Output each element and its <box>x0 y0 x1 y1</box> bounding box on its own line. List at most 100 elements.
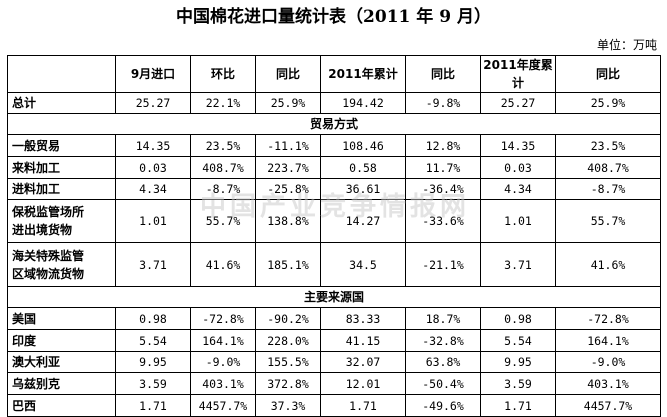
header-cell: 环比 <box>190 55 256 93</box>
value-cell: 14.27 <box>320 199 406 243</box>
value-cell: -11.1% <box>255 134 321 157</box>
value-cell: 32.07 <box>320 351 406 373</box>
table-row: 巴西 1.71 4457.7% 37.3% 1.71 -49.6% 1.71 4457.7% <box>7 394 661 417</box>
value-cell: 403.1% <box>190 372 256 395</box>
value-cell: 25.9% <box>255 92 321 114</box>
value-cell: 83.33 <box>320 307 406 330</box>
row-label: 海关特殊监管 区域物流货物 <box>7 242 116 287</box>
value-cell: 14.35 <box>480 134 556 157</box>
row-label: 来料加工 <box>7 156 116 179</box>
value-cell: 108.46 <box>320 134 406 157</box>
table-row: 主要来源国 <box>7 286 661 308</box>
title: 中国棉花进口量统计表（2011 年 9 月） <box>176 7 491 27</box>
value-cell: 14.35 <box>115 134 191 157</box>
value-cell: -49.6% <box>405 394 481 417</box>
value-cell: 155.5% <box>255 351 321 373</box>
value-cell: 41.15 <box>320 329 406 352</box>
row-label: 进料加工 <box>7 178 116 200</box>
value-cell: 22.1% <box>190 92 256 114</box>
value-cell: 4457.7% <box>190 394 256 417</box>
value-cell: 12.01 <box>320 372 406 395</box>
header-row: 9月进口 环比 同比 2011年累计 同比 2011年度累计 同比 <box>7 55 661 93</box>
value-cell: 403.1% <box>555 372 661 395</box>
value-cell: 0.98 <box>480 307 556 330</box>
table-row: 总计 25.27 22.1% 25.9% 194.42 -9.8% 25.27 25.9% <box>7 92 661 114</box>
value-cell: 9.95 <box>480 351 556 373</box>
header-cell: 同比 <box>555 55 661 93</box>
value-cell: 36.61 <box>320 178 406 200</box>
value-cell: 55.7% <box>555 199 661 243</box>
value-cell: 41.6% <box>190 242 256 287</box>
value-cell: -36.4% <box>405 178 481 200</box>
value-cell: 37.3% <box>255 394 321 417</box>
row-label: 保税监管场所 进出境货物 <box>7 199 116 243</box>
table-row: 澳大利亚 9.95 -9.0% 155.5% 32.07 63.8% 9.95 -9.0% <box>7 351 661 373</box>
value-cell: 0.03 <box>115 156 191 179</box>
value-cell: 1.01 <box>115 199 191 243</box>
value-cell: 25.9% <box>555 92 661 114</box>
value-cell: 23.5% <box>555 134 661 157</box>
value-cell: 0.58 <box>320 156 406 179</box>
value-cell: 1.71 <box>480 394 556 417</box>
value-cell: 138.8% <box>255 199 321 243</box>
value-cell: 11.7% <box>405 156 481 179</box>
value-cell: 0.98 <box>115 307 191 330</box>
value-cell: 223.7% <box>255 156 321 179</box>
value-cell: -21.1% <box>405 242 481 287</box>
table-row: 印度 5.54 164.1% 228.0% 41.15 -32.8% 5.54 164.1% <box>7 329 661 352</box>
value-cell: -72.8% <box>190 307 256 330</box>
section-cell: 贸易方式 <box>7 113 661 135</box>
table-row: 海关特殊监管 区域物流货物 3.71 41.6% 185.1% 34.5 -21.1% 3.… <box>7 242 661 287</box>
row-label: 乌兹别克 <box>7 372 116 395</box>
value-cell: 9.95 <box>115 351 191 373</box>
page: 中国棉花进口量统计表（2011 年 9 月） 单位：万吨 9月进口 环比 同比 201… <box>7 7 661 417</box>
table-row: 进料加工 4.34 -8.7% -25.8% 36.61 -36.4% 4.34 -8.7% <box>7 178 661 200</box>
value-cell: -9.0% <box>555 351 661 373</box>
table-row: 保税监管场所 进出境货物 1.01 55.7% 138.8% 14.27 -33.6% 1.… <box>7 199 661 243</box>
value-cell: 25.27 <box>115 92 191 114</box>
unit: 单位：万吨 <box>596 38 657 52</box>
value-cell: -32.8% <box>405 329 481 352</box>
value-cell: 164.1% <box>190 329 256 352</box>
value-cell: -72.8% <box>555 307 661 330</box>
value-cell: 164.1% <box>555 329 661 352</box>
header-cell: 9月进口 <box>115 55 191 93</box>
value-cell: 5.54 <box>115 329 191 352</box>
header-cell <box>7 55 116 93</box>
value-cell: 4.34 <box>115 178 191 200</box>
value-cell: 23.5% <box>190 134 256 157</box>
header-cell: 2011年度累计 <box>480 55 556 93</box>
value-cell: -8.7% <box>555 178 661 200</box>
value-cell: 408.7% <box>555 156 661 179</box>
value-cell: 4.34 <box>480 178 556 200</box>
table-row: 乌兹别克 3.59 403.1% 372.8% 12.01 -50.4% 3.59 403.1… <box>7 372 661 395</box>
row-label: 美国 <box>7 307 116 330</box>
header-cell: 2011年累计 <box>320 55 406 93</box>
table-row: 贸易方式 <box>7 113 661 135</box>
value-cell: 3.71 <box>115 242 191 287</box>
table-row: 美国 0.98 -72.8% -90.2% 83.33 18.7% 0.98 -72.8% <box>7 307 661 330</box>
value-cell: 1.71 <box>115 394 191 417</box>
table-row: 来料加工 0.03 408.7% 223.7% 0.58 11.7% 0.03 408.7% <box>7 156 661 179</box>
header-cell: 同比 <box>405 55 481 93</box>
value-cell: 55.7% <box>190 199 256 243</box>
row-label: 澳大利亚 <box>7 351 116 373</box>
table-row: 一般贸易 14.35 23.5% -11.1% 108.46 12.8% 14.35 23.5… <box>7 134 661 157</box>
row-label: 一般贸易 <box>7 134 116 157</box>
value-cell: -8.7% <box>190 178 256 200</box>
table: 9月进口 环比 同比 2011年累计 同比 2011年度累计 同比 总计 25.27 22.1% 2… <box>7 55 661 417</box>
section-cell: 主要来源国 <box>7 286 661 308</box>
value-cell: 1.71 <box>320 394 406 417</box>
value-cell: 408.7% <box>190 156 256 179</box>
header-cell: 同比 <box>255 55 321 93</box>
value-cell: -90.2% <box>255 307 321 330</box>
value-cell: -9.8% <box>405 92 481 114</box>
value-cell: 25.27 <box>480 92 556 114</box>
value-cell: 372.8% <box>255 372 321 395</box>
value-cell: 3.71 <box>480 242 556 287</box>
value-cell: 34.5 <box>320 242 406 287</box>
value-cell: 12.8% <box>405 134 481 157</box>
value-cell: 228.0% <box>255 329 321 352</box>
value-cell: 4457.7% <box>555 394 661 417</box>
value-cell: -9.0% <box>190 351 256 373</box>
